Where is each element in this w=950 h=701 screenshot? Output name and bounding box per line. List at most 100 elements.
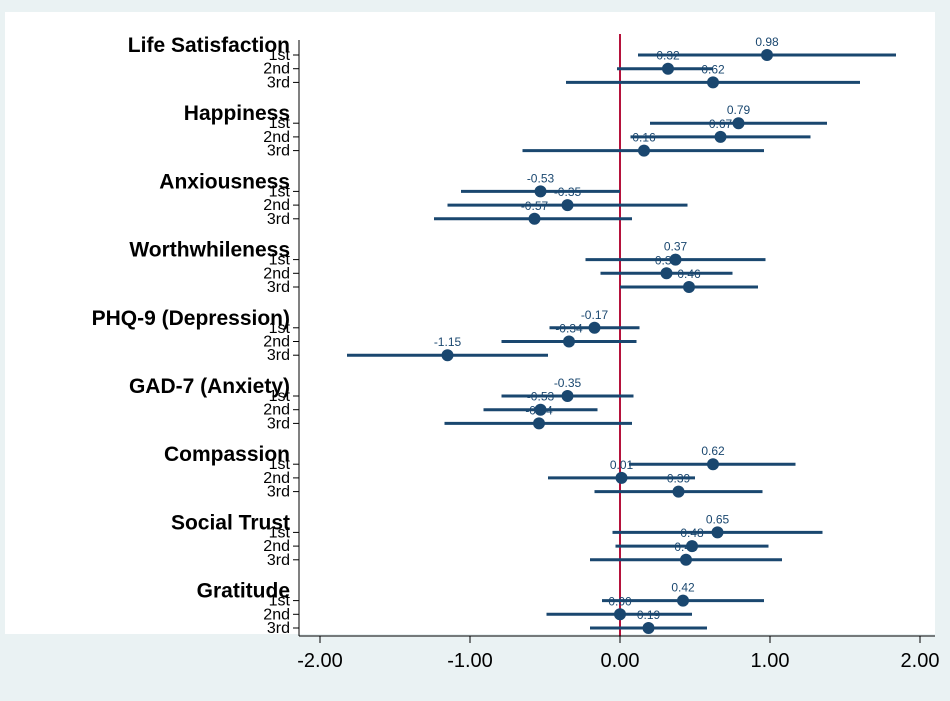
wave-label: 2nd	[263, 538, 290, 555]
wave-label: 2nd	[263, 402, 290, 419]
x-tick-label: 2.00	[901, 650, 940, 672]
estimate-marker	[662, 62, 674, 75]
estimate-marker	[638, 144, 650, 157]
wave-label: 3rd	[267, 143, 290, 160]
data-label: 0.00	[608, 594, 632, 608]
data-label: 0.32	[656, 49, 680, 63]
group-label: PHQ-9 (Depression)	[92, 307, 290, 330]
wave-label: 2nd	[263, 334, 290, 351]
data-label: 0.39	[667, 472, 691, 486]
data-label: 0.37	[664, 240, 688, 254]
data-label: -1.15	[434, 335, 462, 349]
data-label: -0.35	[554, 185, 582, 199]
x-tick-label: 0.00	[601, 650, 640, 672]
estimate-marker	[441, 349, 454, 362]
group-label: Compassion	[164, 443, 290, 466]
wave-label: 2nd	[263, 470, 290, 487]
data-label: 0.42	[671, 581, 695, 595]
data-label: 0.62	[701, 62, 725, 76]
wave-label: 3rd	[267, 211, 290, 228]
estimate-marker	[714, 130, 727, 143]
estimate-marker	[660, 267, 673, 280]
wave-label: 1st	[269, 593, 291, 610]
plot-region	[5, 12, 935, 634]
data-label: -0.34	[555, 322, 583, 336]
data-label: 0.79	[727, 103, 751, 117]
data-label: 0.48	[680, 526, 704, 540]
wave-label: 3rd	[267, 74, 290, 91]
data-label: -0.17	[581, 308, 609, 322]
wave-label: 3rd	[267, 620, 290, 637]
wave-label: 1st	[269, 183, 291, 200]
data-label: 0.31	[655, 253, 679, 267]
estimate-marker	[680, 553, 692, 566]
wave-label: 1st	[269, 456, 291, 473]
estimate-marker	[672, 485, 685, 498]
data-label: -0.53	[527, 171, 555, 185]
wave-label: 2nd	[263, 606, 290, 623]
wave-label: 1st	[269, 524, 291, 541]
estimate-marker	[707, 458, 719, 471]
group-label: Anxiousness	[159, 170, 290, 193]
data-label: -0.35	[554, 376, 582, 390]
group-label: Life Satisfaction	[128, 34, 290, 57]
wave-label: 1st	[269, 388, 291, 405]
x-tick-label: -2.00	[297, 650, 343, 672]
wave-label: 1st	[269, 320, 291, 337]
data-label: 0.65	[706, 512, 730, 526]
data-label: 0.44	[674, 540, 698, 554]
group-label: Worthwhileness	[129, 239, 290, 262]
estimate-marker	[711, 526, 724, 539]
data-label: 0.62	[701, 444, 725, 458]
data-label: -0.53	[527, 390, 555, 404]
data-label: -0.54	[525, 403, 553, 417]
estimate-marker	[669, 253, 682, 266]
wave-label: 3rd	[267, 279, 290, 296]
estimate-marker	[588, 321, 601, 334]
group-label: Gratitude	[197, 580, 290, 603]
estimate-marker	[563, 335, 575, 348]
estimate-marker	[677, 594, 689, 607]
estimate-marker	[761, 49, 773, 61]
estimate-marker	[614, 608, 626, 621]
estimate-marker	[533, 417, 545, 430]
wave-label: 2nd	[263, 197, 290, 214]
wave-label: 2nd	[263, 61, 290, 78]
data-label: 0.01	[610, 458, 634, 472]
estimate-marker	[534, 185, 547, 198]
group-label: Social Trust	[171, 511, 290, 534]
data-label: 0.67	[709, 117, 733, 131]
estimate-marker	[528, 212, 541, 225]
estimate-marker	[732, 117, 745, 130]
wave-label: 3rd	[267, 347, 290, 364]
group-label: Happiness	[184, 102, 290, 125]
x-tick-label: -1.00	[447, 650, 493, 672]
data-label: 0.46	[677, 267, 701, 281]
estimate-marker	[615, 471, 628, 484]
estimate-marker	[683, 281, 695, 293]
estimate-marker	[642, 622, 655, 634]
group-gad-7-anxiety: GAD-7 (Anxiety)1st -0.35 2nd -0.53 3rd -0.54	[129, 375, 634, 432]
group-phq-9-depression: PHQ-9 (Depression)1st -0.17 2nd -0.34 3rd -1.…	[92, 307, 640, 364]
estimate-marker	[686, 540, 698, 553]
wave-label: 1st	[269, 252, 291, 269]
wave-label: 3rd	[267, 484, 290, 501]
estimate-marker	[534, 403, 547, 416]
wave-label: 2nd	[263, 129, 290, 146]
estimate-marker	[561, 199, 574, 212]
group-label: GAD-7 (Anxiety)	[129, 375, 290, 398]
wave-label: 1st	[269, 115, 291, 132]
wave-label: 3rd	[267, 415, 290, 432]
data-label: -0.57	[521, 199, 549, 213]
data-label: 0.98	[755, 35, 779, 49]
wave-label: 3rd	[267, 552, 290, 569]
